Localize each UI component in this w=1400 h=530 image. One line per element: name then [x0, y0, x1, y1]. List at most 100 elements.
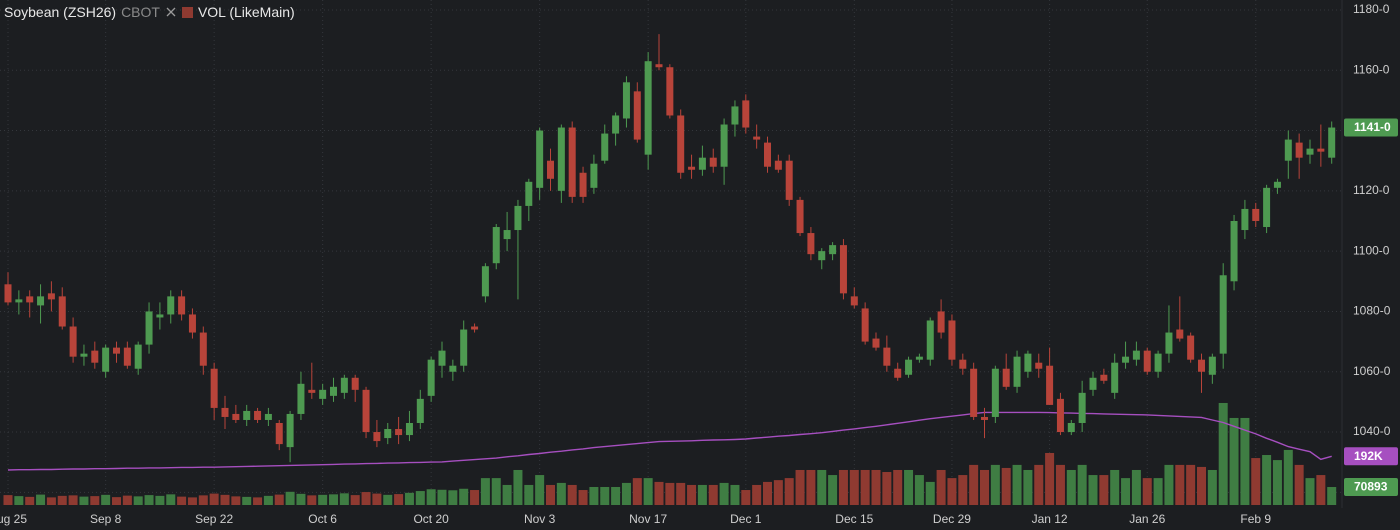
candle-body	[91, 350, 99, 363]
volume-bar	[263, 495, 273, 505]
volume-ma-label: 192K	[1354, 449, 1383, 463]
volume-bar	[274, 494, 284, 505]
volume-bar	[849, 469, 859, 505]
candle-body	[1241, 208, 1249, 231]
volume-bar	[491, 478, 501, 505]
candle-body	[525, 181, 533, 206]
candle-body	[536, 130, 544, 188]
candle-body	[872, 338, 880, 348]
volume-bar	[339, 493, 349, 505]
volume-bar	[600, 486, 610, 505]
candle-body	[1306, 148, 1314, 155]
volume-bar	[166, 494, 176, 505]
candle-body	[742, 100, 750, 128]
candle-body	[991, 368, 999, 417]
candle-body	[753, 136, 761, 140]
candle-body	[319, 389, 327, 399]
candle-body	[601, 133, 609, 161]
candle-body	[113, 347, 120, 354]
x-tick-label: Dec 1	[730, 512, 762, 526]
candle-body	[134, 344, 142, 369]
y-tick-label: 1040-0	[1353, 424, 1391, 438]
candle-body	[731, 106, 739, 125]
symbol-title[interactable]: Soybean (ZSH26)	[4, 4, 117, 20]
candle-body	[1328, 127, 1336, 158]
remove-icon[interactable]	[166, 7, 176, 17]
candle-body	[503, 230, 511, 240]
volume-bar	[556, 482, 566, 505]
volume-bar	[752, 484, 762, 505]
candle-body	[4, 284, 12, 303]
candle-body	[688, 166, 696, 170]
candle-body	[275, 422, 283, 445]
volume-bar	[112, 497, 121, 505]
volume-bar	[893, 469, 903, 505]
candle-body	[622, 82, 630, 119]
candle-body	[948, 320, 956, 360]
candle-body	[926, 320, 934, 360]
volume-bar	[350, 495, 360, 505]
candle-body	[850, 296, 858, 306]
candle-body	[351, 377, 359, 390]
candle-body	[720, 124, 728, 167]
volume-study-name[interactable]: VOL (LikeMain)	[197, 4, 295, 20]
volume-bar	[1186, 464, 1196, 505]
volume-bar	[806, 469, 816, 505]
x-tick-label: Dec 29	[933, 512, 971, 526]
candle-body	[330, 386, 337, 396]
volume-bar	[1034, 464, 1044, 505]
candle-body	[959, 359, 967, 369]
volume-bar	[242, 496, 252, 505]
plot-area	[0, 0, 1342, 508]
candle-body	[970, 368, 978, 417]
candle-body	[547, 160, 554, 179]
candle-body	[167, 296, 175, 315]
volume-bar	[958, 475, 968, 505]
candle-body	[1078, 392, 1086, 423]
volume-bar	[144, 495, 154, 505]
volume-bar	[611, 486, 621, 505]
candle-body	[764, 142, 771, 167]
volume-bar	[676, 482, 686, 505]
candle-body	[861, 308, 869, 342]
volume-bar	[426, 489, 436, 505]
y-tick-label: 1120-0	[1353, 183, 1390, 197]
volume-bar	[437, 489, 447, 505]
candle-body	[460, 329, 468, 366]
candle-body	[1176, 329, 1184, 339]
volume-bar	[25, 496, 35, 505]
candle-body	[1263, 187, 1271, 228]
volume-bar	[925, 481, 935, 505]
volume-bar	[187, 497, 197, 505]
candle-body	[145, 311, 153, 345]
volume-bar	[1272, 460, 1282, 505]
volume-bar	[1131, 469, 1141, 505]
volume-bar	[198, 495, 208, 505]
volume-bar	[719, 482, 729, 505]
candle-body	[1089, 377, 1097, 390]
candle-body	[1067, 422, 1075, 433]
volume-bar	[1240, 417, 1250, 505]
volume-bar	[1164, 464, 1174, 505]
candle-body	[709, 157, 717, 167]
volume-bar	[795, 469, 805, 505]
volume-bar	[1229, 417, 1239, 505]
volume-bar	[36, 494, 46, 505]
candle-body	[1111, 362, 1119, 393]
volume-swatch	[181, 6, 193, 18]
legend: Soybean (ZSH26) CBOT VOL (LikeMain)	[4, 4, 295, 20]
y-tick-label: 1080-0	[1353, 304, 1391, 318]
candle-body	[1056, 398, 1064, 433]
candle-body	[492, 227, 500, 264]
candle-body	[1046, 365, 1054, 405]
volume-bar	[133, 496, 143, 505]
volume-bar	[980, 469, 989, 505]
y-tick-label: 1060-0	[1353, 364, 1391, 378]
volume-bar	[730, 484, 740, 505]
volume-bar	[1262, 455, 1272, 505]
volume-bar	[882, 472, 892, 505]
volume-bar	[546, 484, 555, 505]
candle-body	[297, 383, 305, 414]
